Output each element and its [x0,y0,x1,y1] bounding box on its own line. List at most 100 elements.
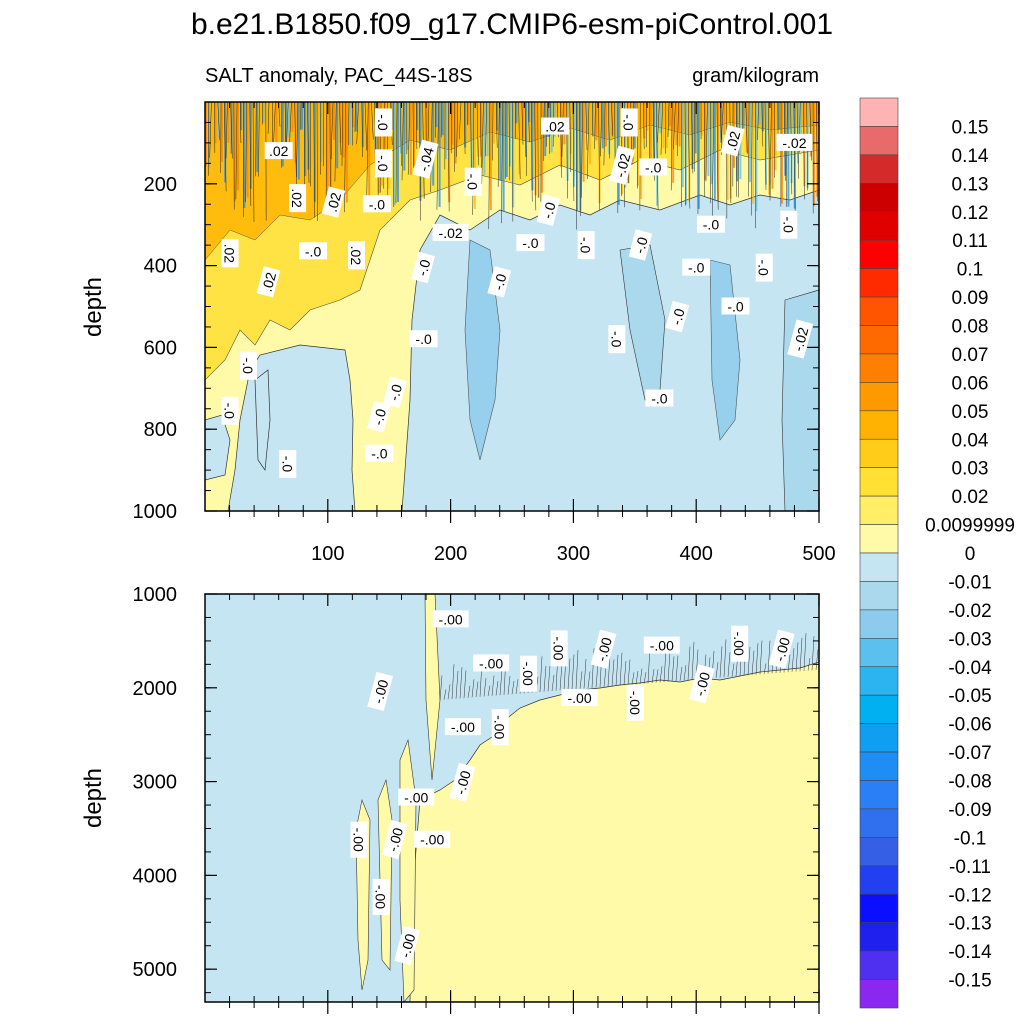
surface-stripe [211,102,213,148]
surface-stripe [675,102,677,145]
surface-stripe [775,102,777,170]
surface-stripe [659,102,661,133]
contour-label: -.00 [473,654,509,671]
surface-stripe [541,102,543,193]
contour-label-text: -.0 [375,155,391,172]
colorbar-swatch [860,525,898,553]
colorbar-label: 0.08 [952,317,989,338]
surface-stripe [650,102,652,160]
surface-stripe [259,102,261,157]
surface-stripe [583,102,585,182]
surface-stripe [663,102,665,148]
contour-label: -.0 [375,149,392,177]
contour-label: -.0 [363,195,391,212]
surface-stripe [397,102,399,202]
contour-label: -.0 [697,216,725,233]
colorbar-swatch [860,183,898,211]
contour-label: -.00 [551,630,568,666]
y-tick-label: 600 [144,337,177,359]
contour-label-text: -.00 [439,611,463,627]
surface-stripe [237,102,239,190]
colorbar-swatch [860,923,898,951]
colorbar-label: 0.0099999 [925,516,1015,537]
colorbar-swatch [860,610,898,638]
surface-stripe [394,102,396,205]
contour-label: -.0 [516,234,544,251]
colorbar-swatch [860,354,898,382]
x-tick-label: 200 [434,543,467,565]
contour-label: -.00 [644,637,680,654]
contour-label: .02 [289,184,306,212]
colorbar-swatch [860,951,898,979]
left-subtitle: SALT anomaly, PAC_44S-18S [205,65,473,87]
contour-label: -.0 [240,352,257,380]
colorbar-label: -0.03 [948,629,991,650]
y-tick-label: 1000 [133,501,178,523]
contour-label: -.00 [433,610,469,627]
colorbar-label: -0.05 [948,686,991,707]
surface-stripe [349,102,351,145]
colorbar-swatch [860,297,898,325]
surface-stripe [493,102,495,144]
contour-label: -.00 [398,789,434,806]
contour-label: -.0 [299,242,327,259]
contour-label: -.0 [578,231,595,259]
colorbar-swatch [860,866,898,894]
lower-y-axis-label: depth [80,768,107,828]
contour-label: -.0 [279,450,296,478]
colorbar-label: -0.02 [948,601,991,622]
contour-label-text: -.0 [645,159,662,175]
surface-stripe [442,102,444,135]
contour-label: -.0 [465,168,482,196]
surface-stripe [679,102,681,146]
colorbar-swatch [860,326,898,354]
colorbar-swatch [860,269,898,297]
x-tick-label: 500 [802,543,835,565]
contour-label-text: -.0 [222,403,238,420]
x-tick-label: 400 [680,543,713,565]
colorbar-swatch [860,781,898,809]
surface-stripe [227,102,229,143]
contour-label-text: -.0 [688,260,705,276]
y-tick-label: 200 [144,174,177,196]
contour-label: -.00 [351,822,368,858]
colorbar-swatch [860,638,898,666]
surface-stripe [487,102,489,156]
contour-label-text: -.02 [439,225,463,241]
colorbar-swatch [860,581,898,609]
colorbar-label: 0.1 [957,260,983,281]
colorbar-swatch [860,439,898,467]
contour-label-text: .02 [289,188,305,208]
contour-label: -.0 [645,390,673,407]
contour-label-text: -.0 [756,259,772,276]
colorbar-swatch [860,98,898,126]
contour-label-text: .02 [545,119,565,135]
contour-label-text: -.0 [369,196,386,212]
colorbar-label: 0.15 [952,117,989,138]
surface-stripe [781,102,783,204]
surface-stripe [499,102,501,181]
contour-label-text: -.00 [650,638,674,654]
y-tick-label: 3000 [133,772,178,794]
contour-label-text: -.00 [567,690,591,706]
colorbar-label: -0.13 [948,914,991,935]
x-tick-label: 100 [311,543,344,565]
surface-stripe [368,102,370,207]
colorbar-label: 0.05 [952,402,989,423]
contour-label: -.0 [780,211,797,239]
surface-stripe [787,102,789,207]
contour-label-text: -.00 [492,715,508,739]
surface-stripe [605,102,607,146]
contour-label: -.0 [756,254,773,282]
contour-label-text: -.0 [522,235,539,251]
surface-stripe [256,102,258,172]
contour-label-text: -.0 [375,114,391,131]
colorbar-label: -0.04 [948,658,992,679]
surface-stripe [445,102,447,159]
contour-label-text: -.00 [731,632,747,656]
contour-label-text: -.0 [465,174,481,191]
contour-label: -.0 [639,158,667,175]
contour-label-text: -.00 [373,885,389,909]
